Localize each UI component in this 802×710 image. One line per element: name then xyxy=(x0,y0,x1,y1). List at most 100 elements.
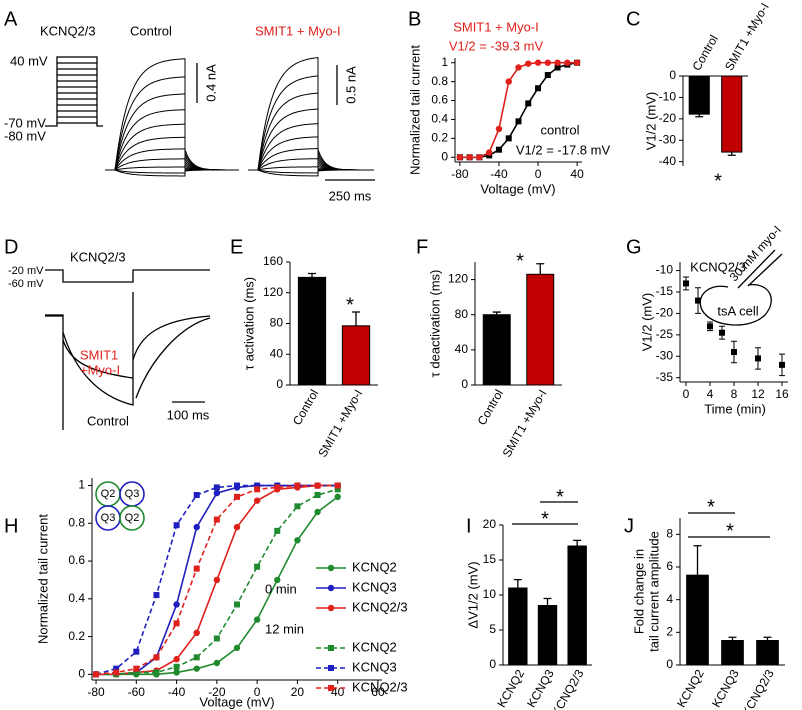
y-axis-label: tail current amplitude xyxy=(646,531,661,652)
bar xyxy=(508,587,528,666)
y-tick-label: 0.4 xyxy=(68,591,85,605)
y-tick-label: 0.8 xyxy=(68,515,85,529)
data-point xyxy=(535,85,542,92)
y-tick-label: 2 xyxy=(666,625,673,639)
y-tick-label: -35 xyxy=(656,370,674,384)
bar xyxy=(567,545,587,666)
current-trace xyxy=(105,76,240,171)
x-axis-label: Voltage (mV) xyxy=(199,694,274,709)
annotation: * xyxy=(707,496,715,518)
data-point xyxy=(234,482,240,489)
x-tick-label: 12 xyxy=(751,387,765,401)
error-bar xyxy=(492,311,501,315)
y-tick-label: -10 xyxy=(659,90,677,104)
error-bar xyxy=(543,597,552,606)
legend-marker xyxy=(327,584,335,592)
y-axis-label: ΔV1/2 (mV) xyxy=(465,561,480,628)
data-point xyxy=(515,64,522,71)
data-point xyxy=(133,669,140,676)
data-point xyxy=(213,489,221,497)
panel-letter: E xyxy=(230,236,243,258)
data-point xyxy=(515,118,522,125)
y-tick-label: 20 xyxy=(483,517,497,531)
y-tick-label: -30 xyxy=(659,132,677,146)
y-axis-label: τ deactivation (ms) xyxy=(427,270,442,378)
data-point xyxy=(173,620,180,627)
annotation: * xyxy=(516,250,524,272)
data-point xyxy=(274,484,281,491)
data-point xyxy=(525,60,532,67)
data-point xyxy=(779,361,785,368)
data-point xyxy=(274,576,281,584)
y-tick-label: 80 xyxy=(270,316,284,330)
x-tick-label: 0 xyxy=(254,685,261,699)
legend-marker xyxy=(328,645,334,651)
y-tick-label: -40 xyxy=(659,154,677,168)
x-tick-label: 0 xyxy=(683,387,690,401)
y-axis-label: Fold change in xyxy=(631,549,646,634)
y-tick-label: 0 xyxy=(78,667,85,681)
annotation: * xyxy=(556,486,564,508)
y-axis-label: V1/2 (mV) xyxy=(639,293,654,352)
data-point xyxy=(294,537,301,544)
x-tick-label: KCNQ2 xyxy=(494,667,527,710)
x-tick-label: KCNQ3 xyxy=(709,667,742,710)
data-point xyxy=(485,149,493,156)
x-tick-label: SMIT1 +Myo-I xyxy=(315,387,365,460)
annotation: * xyxy=(726,520,734,542)
data-point xyxy=(314,482,321,489)
x-tick-label: -40 xyxy=(168,685,186,699)
annotation: -20 mV xyxy=(8,265,44,277)
panel-letter: A xyxy=(4,8,18,30)
data-point xyxy=(683,280,689,287)
data-point xyxy=(544,59,552,66)
annotation: -70 mV xyxy=(4,115,46,130)
data-point xyxy=(564,59,571,66)
annotation: 12 min xyxy=(265,621,304,636)
y-tick-label: 15 xyxy=(483,552,497,566)
x-tick-label: 16 xyxy=(775,387,789,401)
x-tick-label: -80 xyxy=(87,685,105,699)
panel-letter: D xyxy=(4,236,18,258)
bar xyxy=(341,325,371,386)
data-point xyxy=(755,355,761,362)
annotation: SMIT1 + Myo-I xyxy=(453,19,539,34)
data-point xyxy=(193,629,200,637)
y-axis-label: Normalized tail current xyxy=(407,45,422,175)
data-point xyxy=(505,78,512,85)
bar xyxy=(482,314,511,386)
data-point xyxy=(173,601,180,608)
data-point xyxy=(233,644,241,652)
annotation: KCNQ2/3 xyxy=(690,259,746,274)
bar xyxy=(721,640,744,666)
y-tick-label: 0.2 xyxy=(431,131,448,145)
data-point xyxy=(554,59,561,66)
legend-marker xyxy=(327,604,335,612)
y-tick-label: 0 xyxy=(441,149,448,163)
x-tick-label: 60 xyxy=(371,685,385,699)
data-point xyxy=(173,663,180,670)
data-point xyxy=(554,64,561,71)
x-tick-label: 0 xyxy=(535,167,542,181)
data-point xyxy=(334,486,341,493)
significance-bracket xyxy=(512,501,770,538)
data-point xyxy=(113,665,120,672)
y-tick-label: 80 xyxy=(455,307,469,321)
data-point xyxy=(133,665,140,672)
annotation: KCNQ2/3 xyxy=(40,23,96,38)
data-point xyxy=(213,484,220,491)
error-bar xyxy=(536,263,545,275)
data-point xyxy=(173,669,180,676)
x-tick-label: 20 xyxy=(291,685,305,699)
y-tick-label: 6 xyxy=(666,559,673,573)
annotation: KCNQ2/3 xyxy=(70,249,126,264)
data-point xyxy=(253,616,261,623)
y-tick-label: 0 xyxy=(461,377,468,391)
data-point xyxy=(133,648,140,655)
bar xyxy=(686,574,709,666)
x-axis-label: Time (min) xyxy=(704,401,766,416)
x-tick-label: -20 xyxy=(208,685,226,699)
legend-label: KCNQ2 xyxy=(352,559,397,574)
data-point xyxy=(573,59,581,66)
